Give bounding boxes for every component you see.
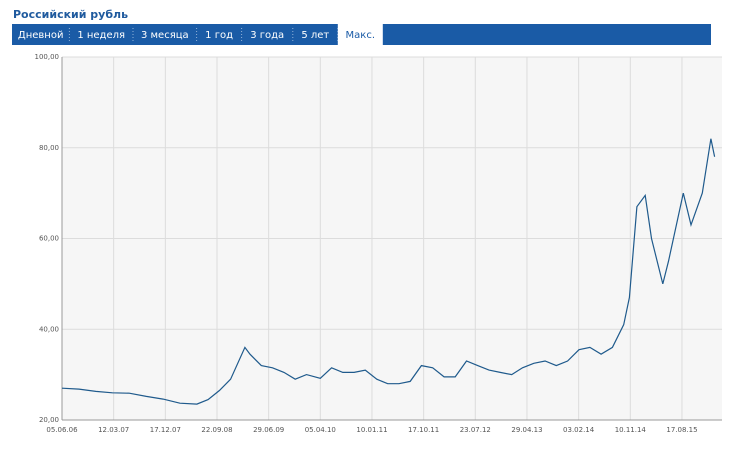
tab-label[interactable]: 3 месяца xyxy=(141,30,189,41)
y-tick-label: 100,00 xyxy=(35,53,60,61)
x-tick-label: 29.04.13 xyxy=(511,426,542,434)
x-tick-label: 05.04.10 xyxy=(305,426,336,434)
tabs: Дневной 1 неделя 3 месяца 1 год 3 года 5 лет М… xyxy=(18,22,383,45)
price-line xyxy=(61,138,716,405)
plot: 20,00 40,00 60,00 80,00 100,00 05.06.06 12.03.… xyxy=(35,53,722,434)
y-tick-label: 20,00 xyxy=(39,416,59,424)
tab-label[interactable]: Макс. xyxy=(346,30,375,41)
x-tick-label: 10.01.11 xyxy=(356,426,387,434)
x-tick-label: 23.07.12 xyxy=(460,426,491,434)
x-tick-label: 29.06.09 xyxy=(253,426,284,434)
x-tick-label: 12.03.07 xyxy=(98,426,129,434)
tab[interactable] xyxy=(337,22,383,45)
tab-label[interactable]: Дневной xyxy=(18,30,64,41)
y-tick-label: 40,00 xyxy=(39,325,59,333)
x-tick-label: 10.11.14 xyxy=(615,426,647,434)
x-tick-label: 05.06.06 xyxy=(46,426,78,434)
x-tick-label: 17.10.11 xyxy=(408,426,439,434)
x-tick-label: 17.12.07 xyxy=(150,426,181,434)
x-tick-label: 22.09.08 xyxy=(201,426,232,434)
tab-label[interactable]: 1 неделя xyxy=(77,30,125,41)
x-tick-label: 17.08.15 xyxy=(666,426,697,434)
title: Российский рубль xyxy=(13,8,128,21)
y-tick-label: 60,00 xyxy=(39,235,59,243)
tab-label[interactable]: 1 год xyxy=(205,30,233,41)
y-tick-label: 80,00 xyxy=(39,144,59,152)
tab-label[interactable]: 3 года xyxy=(250,30,284,41)
tab-label[interactable]: 5 лет xyxy=(301,30,329,41)
x-tick-label: 03.02.14 xyxy=(563,426,595,434)
